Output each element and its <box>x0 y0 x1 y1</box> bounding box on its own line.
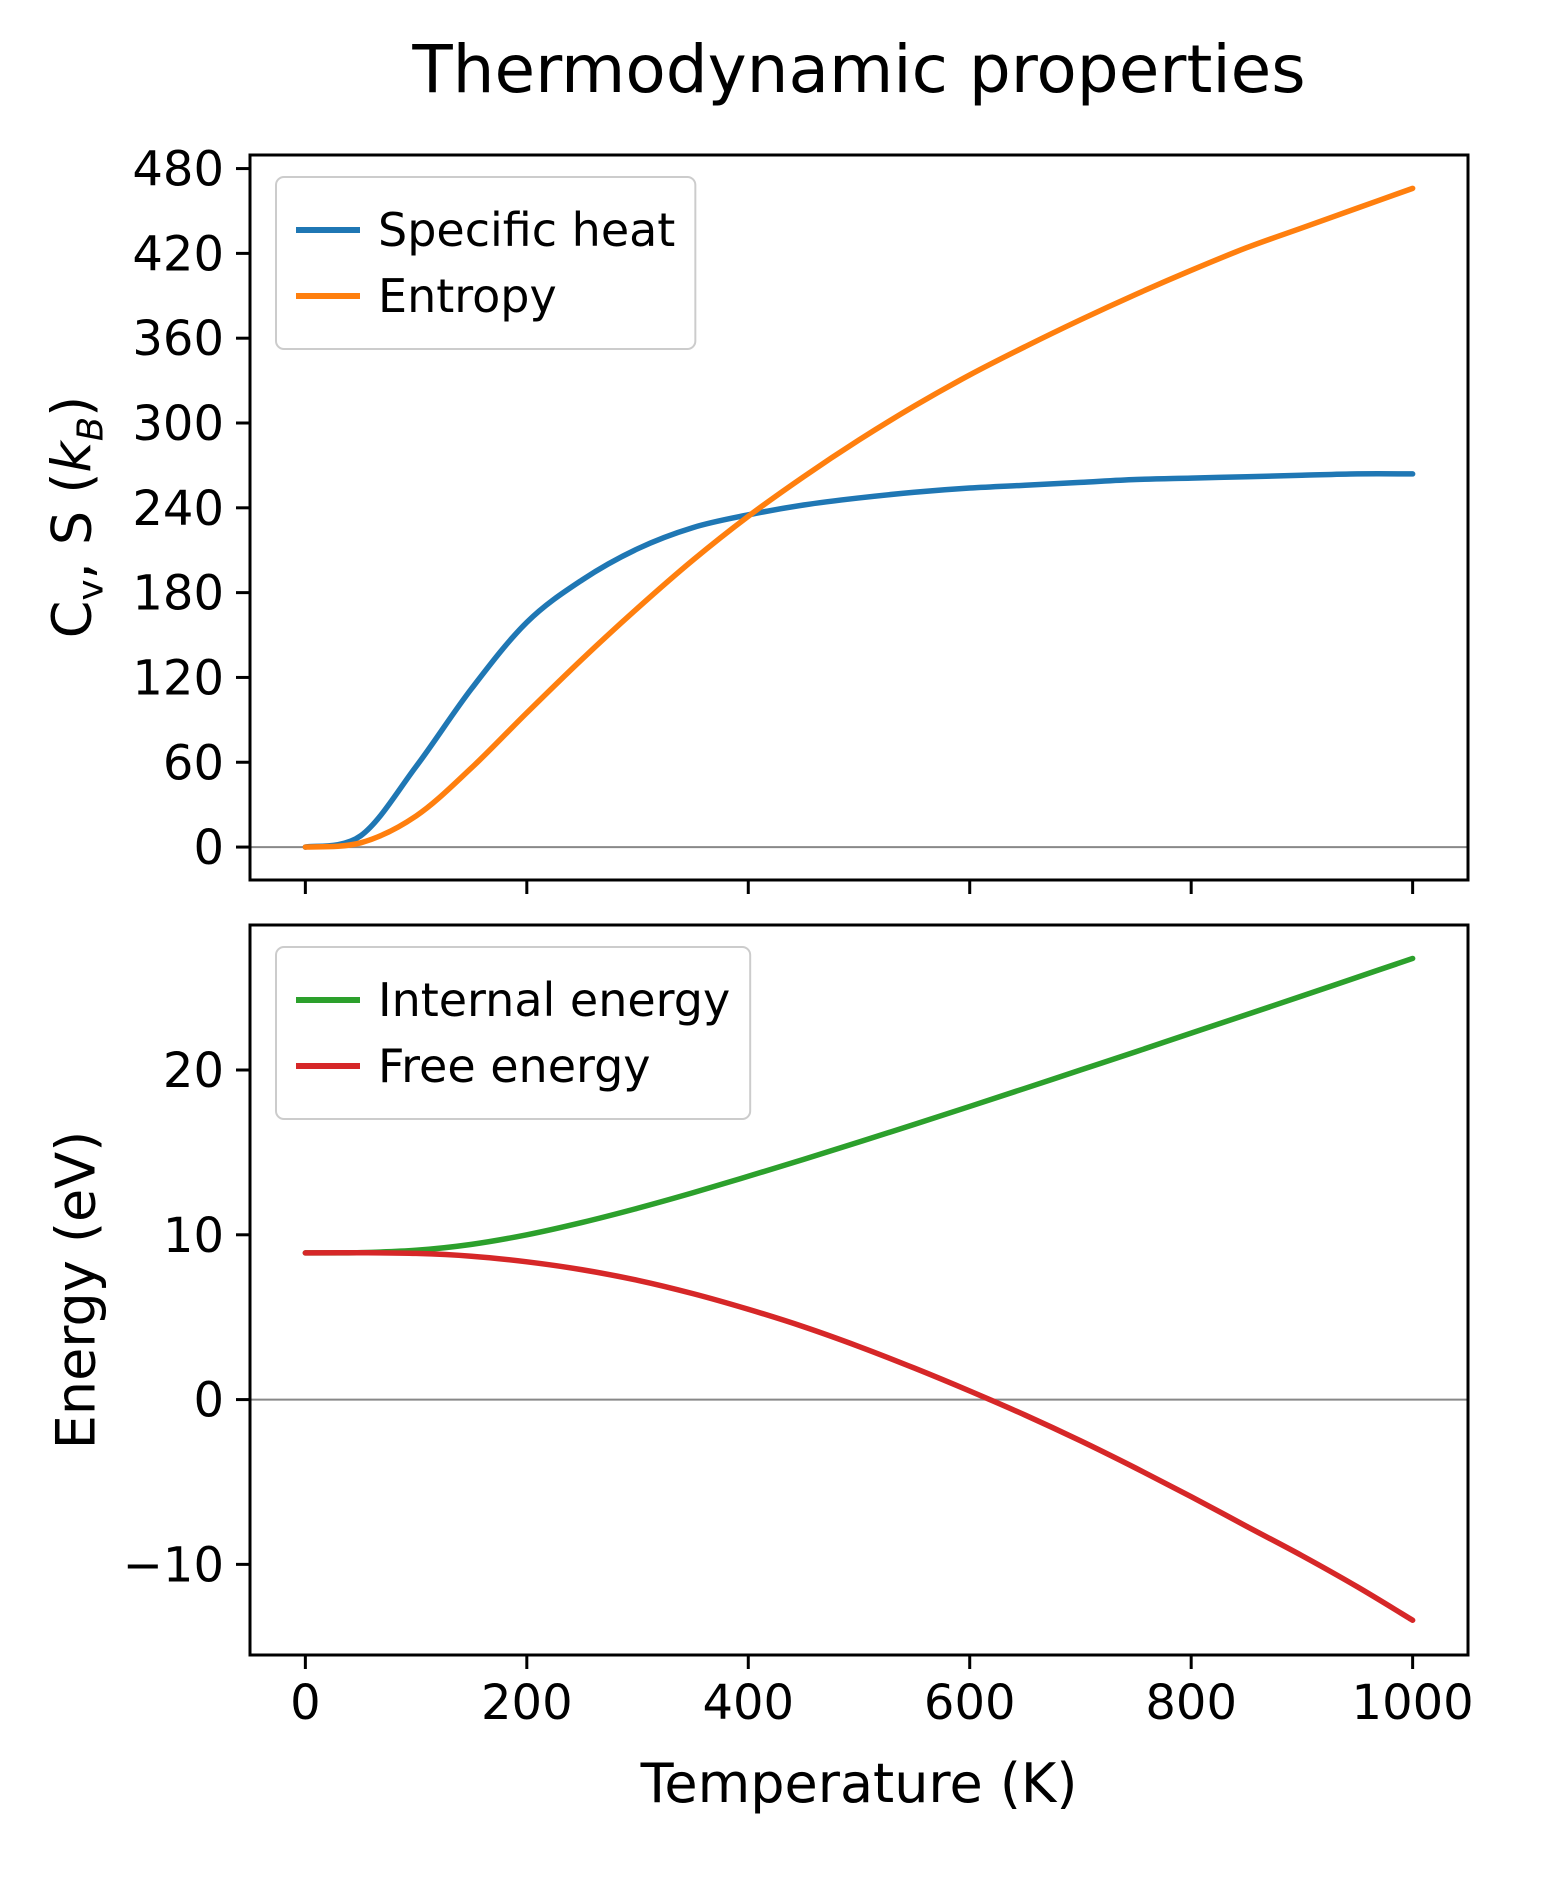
legend-bottom: Internal energy Free energy <box>275 946 752 1120</box>
ylabel-top-sub-v: v <box>70 579 112 601</box>
y-tick-label: 360 <box>132 311 224 367</box>
y-tick-label: 0 <box>193 1373 224 1429</box>
axes-frame <box>248 923 1470 1657</box>
legend-label-internal-energy: Internal energy <box>378 973 730 1027</box>
top-y-axis-label: Cv, S (kB) <box>41 396 112 638</box>
x-tick-label: 0 <box>290 1675 321 1731</box>
y-tick-label: 10 <box>163 1208 224 1264</box>
axes-frame <box>248 153 1470 882</box>
ylabel-top-sub-b: B <box>70 416 112 442</box>
y-tick-label: 300 <box>132 396 224 452</box>
x-tick-label: 400 <box>702 1675 794 1731</box>
y-tick-label: 420 <box>132 226 224 282</box>
y-tick-label: 480 <box>132 142 224 198</box>
y-tick-label: −10 <box>123 1537 224 1593</box>
y-tick-label: 0 <box>193 820 224 876</box>
y-tick-label: 180 <box>132 566 224 622</box>
ylabel-top-close: ) <box>40 395 104 417</box>
legend-box <box>275 946 752 1120</box>
x-tick-label: 600 <box>924 1675 1016 1731</box>
y-tick-label: 240 <box>132 481 224 537</box>
legend-label-entropy: Entropy <box>378 269 557 323</box>
series-line-specific-heat <box>302 471 1416 850</box>
legend-label-free-energy: Free energy <box>378 1039 651 1093</box>
legend-box <box>275 176 697 350</box>
subplot-top: 0 60 120 180 240 300 360 420 480 Specific heat Ent… <box>132 142 1470 894</box>
y-tick-label: 120 <box>132 650 224 706</box>
bottom-y-axis-label: Energy (eV) <box>44 1130 108 1450</box>
legend-top: Specific heat Entropy <box>275 176 697 350</box>
y-tick-label: 20 <box>163 1043 224 1099</box>
y-tick-label: 60 <box>163 735 224 791</box>
figure-title: Thermodynamic properties <box>412 31 1306 108</box>
legend-label-specific-heat: Specific heat <box>378 203 675 257</box>
x-tick-label: 800 <box>1145 1675 1237 1731</box>
ylabel-top-mid: , S ( <box>40 472 104 580</box>
ylabel-top-c: C <box>40 600 104 639</box>
series-line-entropy <box>302 185 1416 850</box>
ylabel-top-k: k <box>40 441 104 473</box>
series-line-free-energy <box>302 1249 1416 1623</box>
x-tick-label: 1000 <box>1352 1675 1474 1731</box>
subplot-bottom: 0 200 400 600 800 1000 −10 0 10 20 Internal energy… <box>123 923 1474 1731</box>
x-axis-label: Temperature (K) <box>640 1752 1078 1815</box>
series-line-internal-energy <box>302 955 1416 1256</box>
x-tick-label: 200 <box>481 1675 573 1731</box>
